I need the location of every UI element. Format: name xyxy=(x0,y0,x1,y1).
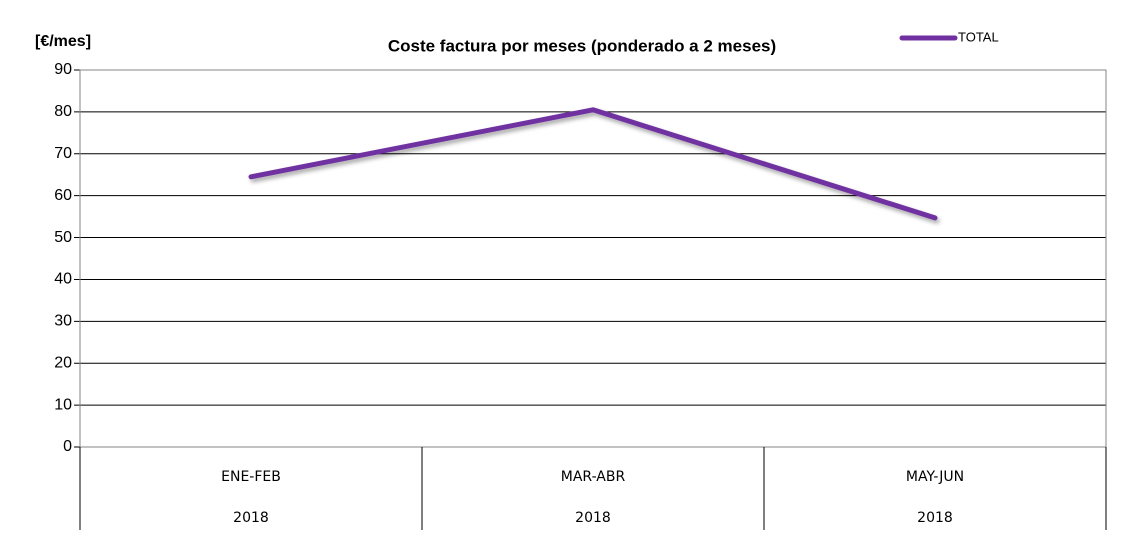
y-tick-label: 20 xyxy=(54,354,72,371)
x-tick-year: 2018 xyxy=(575,510,611,526)
x-tick-label: ENE-FEB xyxy=(221,469,281,485)
legend-label: TOTAL xyxy=(958,29,999,44)
y-tick-label: 30 xyxy=(54,313,72,330)
y-tick-label: 0 xyxy=(63,438,72,455)
series-line xyxy=(248,107,938,221)
y-tick-label: 60 xyxy=(54,187,72,204)
x-tick-year: 2018 xyxy=(233,510,269,526)
y-tick-label: 70 xyxy=(54,145,72,162)
plot-frame xyxy=(79,69,1107,448)
y-tick-label: 90 xyxy=(54,61,72,78)
x-tick-label: MAY-JUN xyxy=(906,469,964,485)
y-tick-label: 40 xyxy=(54,271,72,288)
chart-title: Coste factura por meses (ponderado a 2 m… xyxy=(388,36,776,55)
y-tick-label: 50 xyxy=(54,229,72,246)
x-tick-label: MAR-ABR xyxy=(561,469,626,485)
y-tick-label: 10 xyxy=(54,396,72,413)
y-axis-label: [€/mes] xyxy=(35,33,91,50)
x-tick-year: 2018 xyxy=(917,510,953,526)
y-tick-label: 80 xyxy=(54,103,72,120)
